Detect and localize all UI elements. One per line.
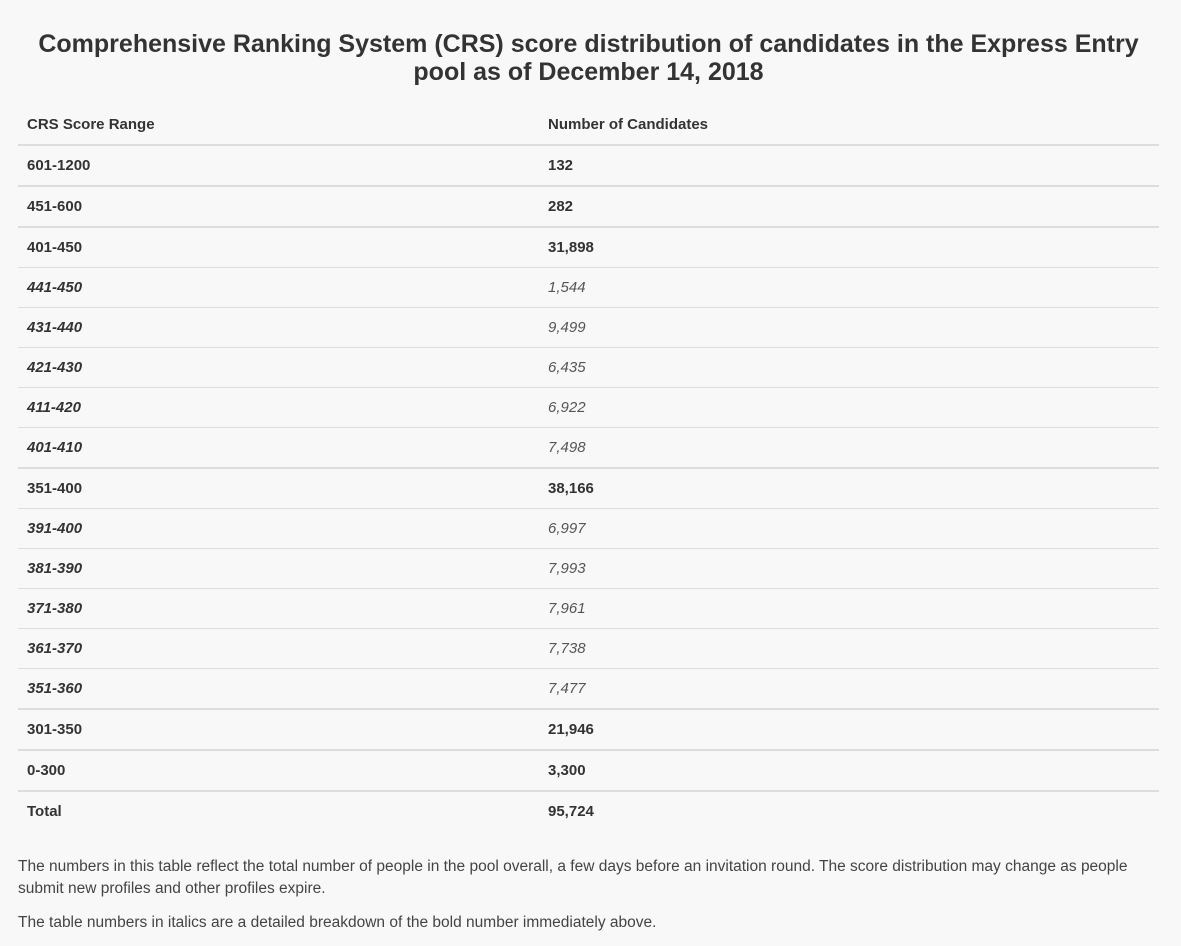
table-row: Total 95,724 — [18, 790, 1159, 831]
candidate-count-cell: 6,435 — [539, 347, 1159, 388]
score-range-cell: Total — [18, 790, 539, 831]
table-row: 361-370 7,738 — [18, 628, 1159, 669]
table-row: 601-1200 132 — [18, 145, 1159, 186]
candidate-count-cell: 282 — [539, 185, 1159, 227]
table-row: 451-600 282 — [18, 185, 1159, 227]
score-range-cell: 451-600 — [18, 185, 539, 227]
score-range-cell: 401-410 — [18, 427, 539, 468]
score-range-cell: 601-1200 — [27, 157, 91, 174]
candidate-count-cell: 6,997 — [539, 508, 1159, 549]
crs-distribution-table: CRS Score Range Number of Candidates 601… — [18, 104, 1159, 831]
candidate-count-cell: 7,961 — [539, 588, 1159, 629]
score-range-cell: 431-440 — [18, 307, 539, 348]
table-row: 401-410 7,498 — [18, 427, 1159, 468]
score-range-cell: 381-390 — [18, 548, 539, 589]
table-row: 421-430 6,435 — [18, 347, 1159, 388]
table-row: 391-400 6,997 — [18, 508, 1159, 549]
table-row: 381-390 7,993 — [18, 548, 1159, 589]
candidate-count-cell: 6,922 — [539, 387, 1159, 428]
candidate-count-cell: 7,498 — [539, 427, 1159, 468]
table-row: 351-360 7,477 — [18, 668, 1159, 709]
score-range-cell: 351-360 — [18, 668, 539, 709]
table-row: 301-350 21,946 — [18, 708, 1159, 750]
table-header-row: CRS Score Range Number of Candidates — [18, 104, 1159, 146]
page-content: Comprehensive Ranking System (CRS) score… — [18, 0, 1159, 931]
note-pool-overall: The numbers in this table reflect the to… — [18, 858, 1128, 897]
score-range-cell: 371-380 — [18, 588, 539, 629]
note-italics-breakdown: The table numbers in italics are a detai… — [18, 914, 657, 931]
table-row: 411-420 6,922 — [18, 387, 1159, 428]
page-title: Comprehensive Ranking System (CRS) score… — [38, 30, 1139, 86]
table-row: 0-300 3,300 — [18, 749, 1159, 791]
candidate-count-cell: 31,898 — [539, 226, 1159, 268]
score-range-cell: 361-370 — [18, 628, 539, 669]
candidate-count-cell: 9,499 — [539, 307, 1159, 348]
candidate-count-cell: 7,993 — [539, 548, 1159, 589]
column-header-score-range: CRS Score Range — [18, 104, 539, 146]
score-range-cell: 441-450 — [18, 267, 539, 308]
candidate-count-cell: 1,544 — [539, 267, 1159, 308]
score-range-cell: 391-400 — [18, 508, 539, 549]
candidate-count-cell: 3,300 — [539, 749, 1159, 791]
candidate-count-cell: 132 — [548, 157, 574, 174]
table-row: 441-450 1,544 — [18, 267, 1159, 308]
candidate-count-cell: 38,166 — [539, 467, 1159, 509]
table-body: 601-1200 132 451-600 282 401-450 31,898 441-45… — [18, 145, 1159, 831]
table-row: 401-450 31,898 — [18, 226, 1159, 268]
score-range-cell: 411-420 — [18, 387, 539, 428]
table-row: 351-400 38,166 — [18, 467, 1159, 509]
table-notes: The numbers in this table reflect the to… — [18, 856, 1138, 946]
score-range-cell: 421-430 — [18, 347, 539, 388]
candidate-count-cell: 7,477 — [539, 668, 1159, 709]
table-row: 371-380 7,961 — [18, 588, 1159, 629]
table-row: 431-440 9,499 — [18, 307, 1159, 348]
candidate-count-cell: 7,738 — [539, 628, 1159, 669]
candidate-count-cell: 21,946 — [539, 708, 1159, 750]
score-range-cell: 301-350 — [18, 708, 539, 750]
score-range-cell: 0-300 — [18, 749, 539, 791]
score-range-cell: 351-400 — [18, 467, 539, 509]
candidate-count-cell: 95,724 — [539, 790, 1159, 831]
score-range-cell: 401-450 — [18, 226, 539, 268]
column-header-candidates: Number of Candidates — [539, 104, 1159, 146]
